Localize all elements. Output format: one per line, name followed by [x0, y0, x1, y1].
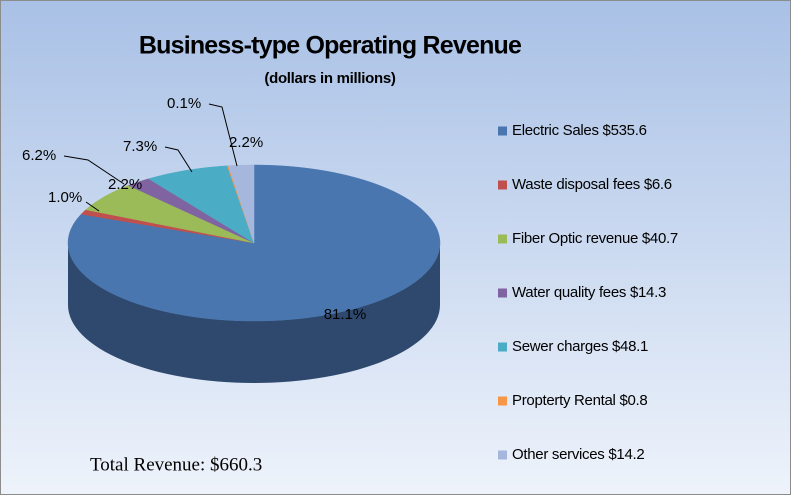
chart-subtitle: (dollars in millions): [264, 70, 396, 87]
data-label: 2.2%: [108, 176, 142, 193]
slice-side: [68, 243, 440, 383]
legend-swatch: [498, 126, 507, 136]
legend-label: Fiber Optic revenue $40.7: [512, 230, 678, 247]
legend-label: Sewer charges $48.1: [512, 338, 648, 355]
leader-line: [208, 103, 238, 167]
slice: [228, 164, 255, 244]
legend-swatch: [498, 396, 507, 406]
legend-label: Waste disposal fees $6.6: [512, 176, 672, 193]
legend-swatch: [498, 180, 507, 190]
legend: Electric Sales $535.6 Waste disposal fees…: [498, 122, 678, 463]
annotation: Total Revenue: $660.3: [90, 454, 262, 475]
data-label: 1.0%: [48, 189, 82, 206]
pie: 81.1% 1.0% 6.2% 2.2% 7.3% 0.1% 2.2%: [22, 95, 441, 383]
leader-line: [164, 146, 193, 173]
legend-label: Water quality fees $14.3: [512, 284, 666, 301]
data-label: 0.1%: [167, 95, 201, 112]
legend-swatch: [498, 450, 507, 460]
data-label: 7.3%: [123, 138, 157, 155]
legend-label: Electric Sales $535.6: [512, 122, 647, 139]
data-label: 6.2%: [22, 147, 56, 164]
leader-line: [85, 201, 100, 212]
chart-title: Business-type Operating Revenue: [139, 32, 522, 60]
data-label: 81.1%: [324, 306, 367, 323]
leader-line: [63, 155, 125, 185]
data-label: 2.2%: [229, 134, 263, 151]
legend-swatch: [498, 342, 507, 352]
legend-label: Propterty Rental $0.8: [512, 392, 647, 409]
legend-swatch: [498, 234, 507, 244]
legend-swatch: [498, 288, 507, 298]
legend-label: Other services $14.2: [512, 446, 644, 463]
